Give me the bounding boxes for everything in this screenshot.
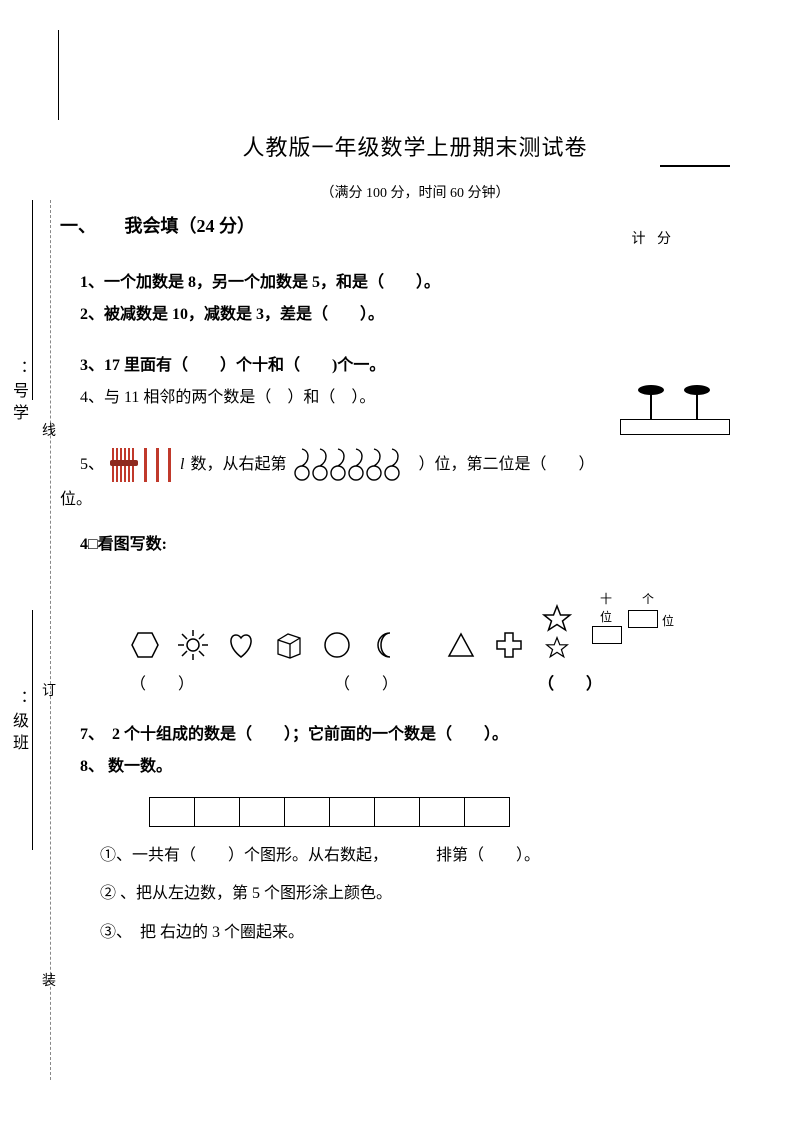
sun-icon xyxy=(178,630,208,660)
page-title: 人教版一年级数学上册期末测试卷 xyxy=(60,130,770,162)
page-subtitle: （满分 100 分，时间 60 分钟） xyxy=(60,182,770,202)
question-8a: ①、一共有（ ）个图形。从右数起， 排第（ ）。 xyxy=(100,837,770,875)
cross-icon xyxy=(494,630,524,660)
question-8: 8、 数一数。 xyxy=(80,752,770,782)
stick-bundle-icon xyxy=(110,448,138,482)
place-one-label: 个 xyxy=(642,590,654,607)
triangle-icon xyxy=(446,630,476,660)
binding-column: ：号学 ：级班 线 订 装 xyxy=(0,0,60,1132)
question-2: 2、被减数是 10，减数是 3，差是（ ）。 xyxy=(80,300,770,330)
question-4: 4、与 11 相邻的两个数是（ ）和（ ）。 xyxy=(80,383,375,413)
question-8a-post: 排第（ ）。 xyxy=(436,847,540,864)
count-box xyxy=(239,797,285,827)
moon-icon xyxy=(370,630,400,660)
place-value-diagram: 十 个 位 位 xyxy=(590,590,680,660)
count-box xyxy=(464,797,510,827)
question-1: 1、一个加数是 8，另一个加数是 5，和是（ ）。 xyxy=(80,268,770,298)
cube-icon xyxy=(274,630,304,660)
place-slot xyxy=(592,626,622,644)
question-5-prefix: 5、 xyxy=(80,450,104,480)
binding-char-pack: 装 xyxy=(42,970,56,990)
place-wei1: 位 xyxy=(600,608,612,625)
answer-slot-2: （ ） xyxy=(334,670,398,694)
binding-char-bind: 订 xyxy=(42,680,56,700)
count-box xyxy=(374,797,420,827)
question-5-mid1: 数，从右起第 xyxy=(190,450,286,480)
question-4-row: 4、与 11 相邻的两个数是（ ）和（ ）。 xyxy=(80,383,770,443)
count-box xyxy=(194,797,240,827)
place-ten-label: 十 xyxy=(600,590,612,607)
score-label: 计 分 xyxy=(632,228,676,248)
stick-icon xyxy=(156,448,159,482)
section-1-title: 我会填（24 分） xyxy=(125,216,256,236)
question-5: 5、 l 数，从右起第 xyxy=(80,447,770,483)
count-box xyxy=(329,797,375,827)
score-underline xyxy=(660,165,730,167)
abacus-icon xyxy=(620,383,730,443)
star-icon xyxy=(542,604,572,634)
question-6: 4□看图写数: xyxy=(80,530,770,560)
place-slot xyxy=(628,610,658,628)
circle-icon xyxy=(322,630,352,660)
count-box xyxy=(149,797,195,827)
answer-slot-1: （ ） xyxy=(130,670,194,694)
binding-solid-1 xyxy=(32,200,33,400)
shapes-row: 十 个 位 位 xyxy=(130,590,770,660)
page-content: 人教版一年级数学上册期末测试卷 （满分 100 分，时间 60 分钟） 计 分 … xyxy=(60,30,770,952)
stick-icon xyxy=(168,448,171,482)
answer-slots: （ ） （ ） （ ） xyxy=(130,670,770,694)
count-box xyxy=(419,797,465,827)
count-box xyxy=(284,797,330,827)
question-8b: ② 、把从左边数，第 5 个图形涂上颜色。 xyxy=(100,875,770,913)
question-8c: ③、 把 右边的 3 个圈起来。 xyxy=(100,914,770,952)
question-7: 7、 2 个十组成的数是（ ）；它前面的一个数是（ ）。 xyxy=(80,720,770,750)
binding-char-line: 线 xyxy=(42,420,56,440)
star-icon xyxy=(545,636,569,660)
binding-label-top: ：号学 xyxy=(6,360,30,426)
binding-label-bot: ：级班 xyxy=(6,690,30,756)
stick-icon xyxy=(144,448,147,482)
question-block: 1、一个加数是 8，另一个加数是 5，和是（ ）。 2、被减数是 10，减数是 … xyxy=(80,268,770,560)
place-wei2: 位 xyxy=(662,612,674,629)
binding-dash xyxy=(50,200,51,1080)
answer-slot-3: （ ） xyxy=(538,670,602,694)
question-5-tail: 位。 xyxy=(60,485,770,515)
question-5-mid2: ）位，第二位是（ ） xyxy=(418,450,594,480)
question-8a-pre: ①、一共有（ ）个图形。从右数起， xyxy=(100,847,388,864)
question-3: 3、17 里面有（ ）个十和（ )个一。 xyxy=(80,351,770,381)
star-pair xyxy=(542,604,572,660)
hexagon-icon xyxy=(130,630,160,660)
binding-solid-2 xyxy=(32,610,33,850)
curly-row-icon xyxy=(292,447,412,483)
heart-icon xyxy=(226,630,256,660)
boxes-row xyxy=(150,797,770,827)
section-1-num: 一、 xyxy=(60,212,120,238)
